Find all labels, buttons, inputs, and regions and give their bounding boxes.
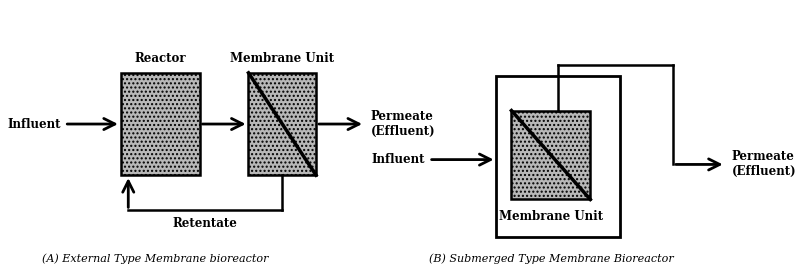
Text: Membrane Unit: Membrane Unit [230, 52, 335, 65]
Text: Membrane Unit: Membrane Unit [499, 210, 603, 223]
Text: Retentate: Retentate [173, 217, 238, 230]
Text: Influent: Influent [7, 117, 61, 131]
Text: Influent: Influent [372, 153, 425, 166]
Text: Permeate
(Effluent): Permeate (Effluent) [371, 110, 436, 138]
Text: Permeate
(Effluent): Permeate (Effluent) [731, 150, 796, 178]
Text: (B) Submerged Type Membrane Bioreactor: (B) Submerged Type Membrane Bioreactor [429, 254, 674, 264]
Bar [511, 111, 591, 199]
Text: Reactor: Reactor [134, 52, 186, 65]
Bar [249, 73, 316, 175]
Bar [496, 76, 621, 237]
Bar [120, 73, 200, 175]
Text: (A) External Type Membrane bioreactor: (A) External Type Membrane bioreactor [42, 254, 268, 264]
